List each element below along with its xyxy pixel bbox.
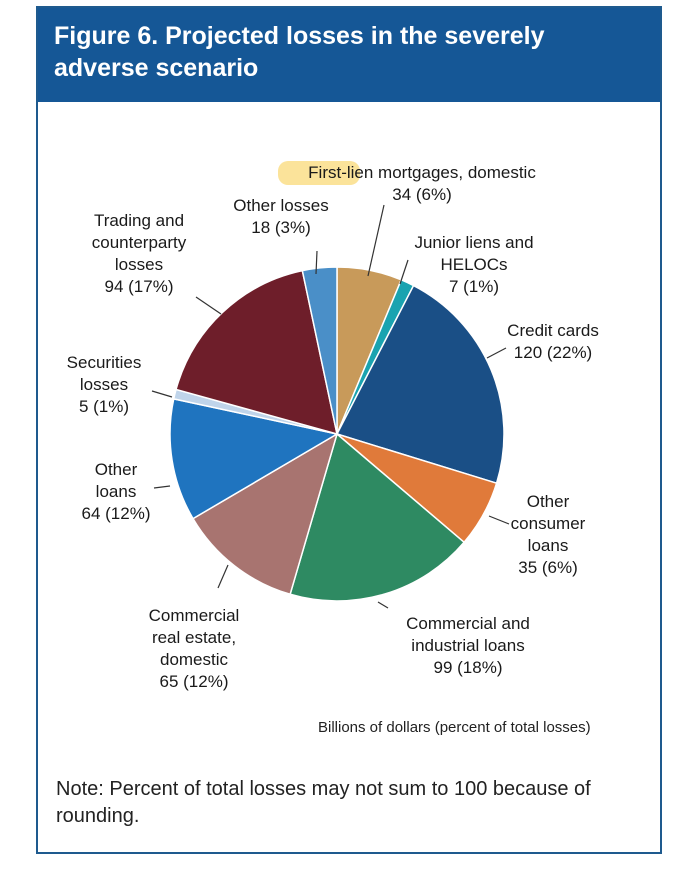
slice-label-commercial-and-industrial-loans: Commercial and industrial loans 99 (18%) (406, 614, 530, 677)
footnote: Note: Percent of total losses may not su… (56, 778, 591, 827)
pie-slice-other-loans (169, 397, 340, 520)
pie-chart: First-lien mortgages, domestic 34 (6%) Jun… (67, 161, 599, 691)
pie-slice-commercial-real-estate-domestic (191, 432, 339, 596)
leader-line-securities-losses (151, 390, 173, 398)
leader-line-other-loans (153, 485, 171, 489)
slice-label-trading-and-counterparty-losses: Trading and counterparty losses 94 (17%) (92, 211, 187, 296)
leader-line-other-losses (315, 250, 318, 275)
pie-slice-trading-and-counterparty-losses (175, 269, 338, 436)
pie-slice-credit-cards (335, 284, 505, 485)
leader-line-commercial-real-estate-domestic (217, 564, 229, 589)
units-caption: Billions of dollars (percent of total lo… (318, 719, 591, 736)
leader-line-first-lien-mortgages-domestic (367, 204, 385, 277)
leader-line-other-consumer-loans (488, 515, 510, 525)
leader-line-junior-liens-and-helocs (399, 259, 409, 285)
slice-label-credit-cards: Credit cards 120 (22%) (507, 321, 599, 362)
pie-slice-other-losses (301, 266, 338, 435)
slice-label-other-consumer-loans: Other consumer loans 35 (6%) (511, 492, 586, 577)
leader-line-credit-cards (486, 347, 507, 359)
slice-label-commercial-real-estate-domestic: Commercial real estate, domestic 65 (12%) (149, 606, 240, 691)
pie-slice-commercial-and-industrial-loans (289, 432, 466, 602)
leader-line-commercial-and-industrial-loans (377, 601, 389, 609)
slice-label-securities-losses: Securities losses 5 (1%) (67, 353, 142, 416)
slice-label-other-loans: Other loans 64 (12%) (82, 460, 151, 523)
slice-label-first-lien-mortgages-domestic: First-lien mortgages, domestic 34 (6%) (308, 163, 536, 204)
figure-title: Figure 6. Projected losses in the severe… (54, 22, 545, 82)
slice-label-other-losses: Other losses 18 (3%) (233, 196, 328, 237)
figure-header: Figure 6. Projected losses in the severe… (38, 8, 660, 102)
text-highlight (278, 161, 360, 185)
figure-panel: Figure 6. Projected losses in the severe… (36, 6, 662, 854)
slice-label-junior-liens-and-helocs: Junior liens and HELOCs 7 (1%) (414, 233, 533, 296)
leader-line-trading-and-counterparty-losses (195, 296, 222, 315)
